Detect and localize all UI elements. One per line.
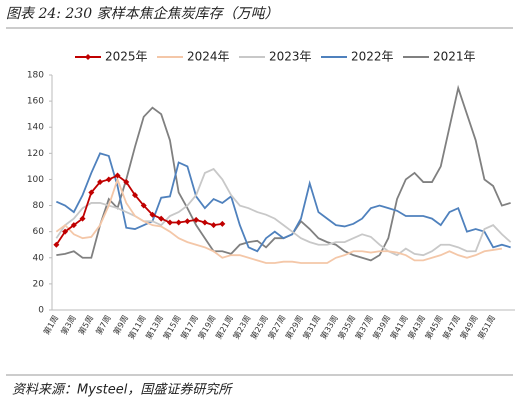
- y-tick-label: 40: [33, 253, 45, 263]
- point-marker: [97, 179, 104, 186]
- y-tick-label: 180: [27, 71, 44, 81]
- point-marker: [219, 220, 226, 227]
- x-tick-label: 第3周: [59, 313, 78, 336]
- y-tick-label: 0: [38, 306, 44, 316]
- series-line: [56, 84, 511, 262]
- x-tick-label: 第5周: [76, 313, 95, 336]
- point-marker: [140, 202, 147, 209]
- x-tick-label: 第9周: [111, 313, 130, 336]
- y-tick-label: 120: [27, 149, 44, 159]
- point-marker: [193, 216, 200, 223]
- x-tick-label: 第51周: [475, 313, 497, 341]
- series-line: [55, 167, 512, 257]
- y-tick-label: 140: [27, 123, 44, 133]
- point-marker: [105, 176, 112, 183]
- point-marker: [114, 172, 121, 179]
- point-marker: [158, 215, 165, 222]
- point-marker: [210, 222, 217, 229]
- legend-label: 2025年: [105, 50, 148, 64]
- point-marker: [70, 222, 77, 229]
- point-marker: [201, 219, 208, 226]
- point-marker: [149, 211, 156, 218]
- point-marker: [123, 179, 130, 186]
- legend-marker: [85, 54, 91, 60]
- point-marker: [53, 241, 60, 248]
- point-marker: [131, 192, 138, 199]
- point-marker: [88, 189, 95, 196]
- point-marker: [166, 219, 173, 226]
- series-line: [55, 176, 503, 264]
- point-marker: [175, 219, 182, 226]
- chart-title: 图表 24: 230 家样本焦企焦炭库存（万吨）: [6, 6, 279, 22]
- point-marker: [62, 228, 69, 235]
- legend-label: 2023年: [269, 50, 312, 64]
- y-tick-label: 80: [33, 201, 45, 211]
- legend-label: 2021年: [433, 50, 476, 64]
- source: 资料来源：Mysteel，国盛证券研究所: [12, 382, 233, 398]
- y-tick-label: 60: [33, 227, 45, 237]
- legend-label: 2022年: [351, 50, 394, 64]
- point-marker: [79, 215, 86, 222]
- legend-label: 2024年: [187, 50, 230, 64]
- x-tick-label: 第7周: [93, 313, 112, 336]
- x-tick-label: 第1周: [41, 313, 60, 336]
- series-line: [55, 152, 511, 253]
- point-marker: [184, 218, 191, 225]
- y-tick-label: 160: [27, 97, 44, 107]
- y-tick-label: 20: [33, 279, 45, 289]
- y-tick-label: 100: [27, 175, 44, 185]
